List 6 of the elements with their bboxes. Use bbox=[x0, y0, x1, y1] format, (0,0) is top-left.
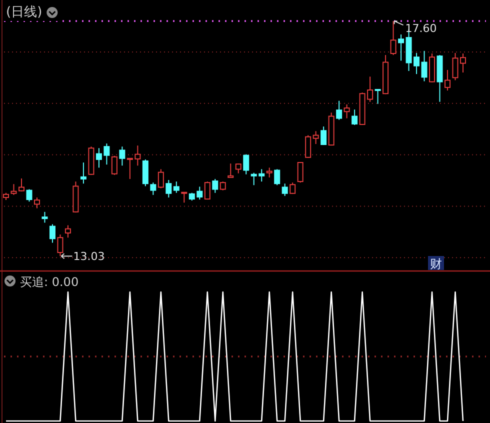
candlestick bbox=[421, 50, 428, 82]
chart-title: (日线) bbox=[6, 5, 42, 20]
annotation: 13.03 bbox=[73, 250, 105, 264]
chart-title: 买追: 0.00 bbox=[20, 275, 79, 289]
annotation: 17.60 bbox=[405, 22, 437, 36]
annotation: 财 bbox=[430, 257, 442, 271]
